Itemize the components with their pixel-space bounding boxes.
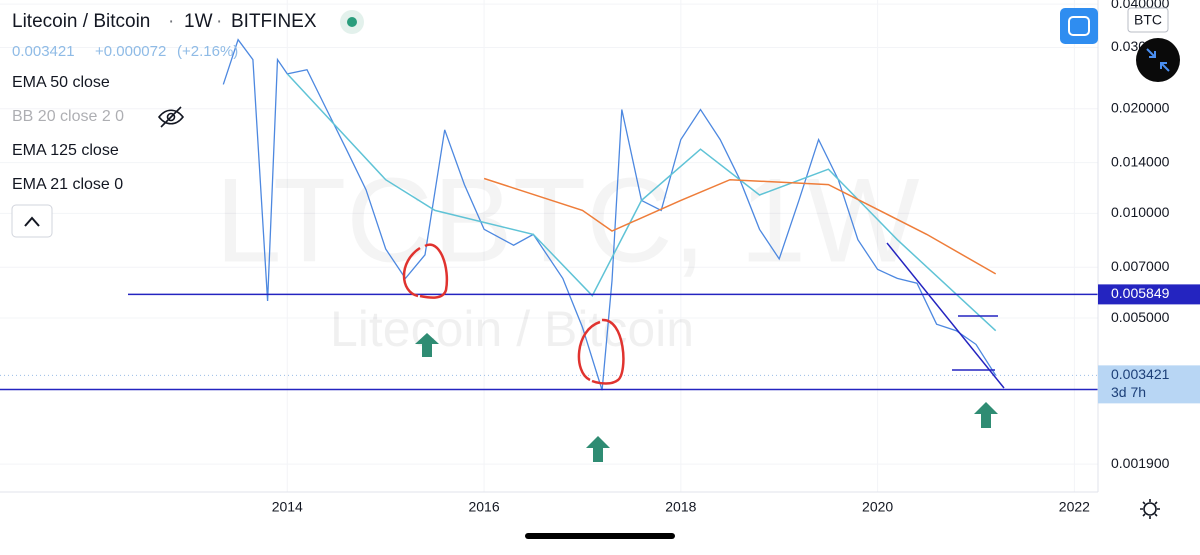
legend-entry: EMA 125 close <box>12 142 119 159</box>
x-tick-label: 2014 <box>272 499 303 515</box>
interval: 1W <box>184 11 213 32</box>
annotation-arrow <box>586 436 610 462</box>
series-line <box>286 73 997 332</box>
currency-badge[interactable] <box>1127 7 1169 33</box>
annotation-circle <box>402 243 449 299</box>
last-price-box <box>1098 365 1200 404</box>
countdown: 3d 7h <box>1111 384 1146 400</box>
annotation-arrow <box>415 333 439 357</box>
market-status-dot <box>347 17 357 27</box>
last-price-label: 0.003421 <box>1111 366 1170 382</box>
trend-line <box>886 242 1005 389</box>
price-axis-pane <box>1098 0 1200 525</box>
watermark-description: Litecoin / Bitcoin <box>330 301 694 357</box>
annotation-circle <box>577 318 625 385</box>
settings-icon[interactable] <box>1140 499 1160 519</box>
legend-entry: EMA 21 close 0 <box>12 176 123 193</box>
y-tick-label: 0.020000 <box>1111 99 1170 115</box>
home-indicator <box>525 533 675 539</box>
x-tick-label: 2018 <box>665 499 696 515</box>
series-line <box>483 177 997 275</box>
hide-icon[interactable] <box>157 106 185 128</box>
x-tick-label: 2022 <box>1059 499 1090 515</box>
x-tick-label: 2020 <box>862 499 893 515</box>
y-tick-label: 0.007000 <box>1111 258 1170 274</box>
symbol-title: Litecoin / Bitcoin <box>12 11 150 32</box>
level-label: 0.005849 <box>1111 285 1170 301</box>
fullscreen-button[interactable] <box>1060 8 1098 44</box>
level-label-box <box>1098 284 1200 305</box>
collapse-scale-button[interactable] <box>1136 38 1180 82</box>
x-tick-label: 2016 <box>468 499 499 515</box>
legend: EMA 50 close BB 20 close 2 0 EMA 125 close… <box>12 74 124 193</box>
y-tick-label: 0.014000 <box>1111 153 1170 169</box>
separator: · <box>168 11 174 32</box>
axes: 0.0400000.0300000.0200000.0140000.010000… <box>272 0 1200 515</box>
change: +0.000072 <box>95 43 166 60</box>
collapse-button[interactable] <box>11 204 53 238</box>
last-price: 0.003421 <box>12 43 75 60</box>
exchange: BITFINEX <box>231 11 317 32</box>
legend-entry: BB 20 close 2 0 <box>12 108 124 125</box>
series-line <box>222 38 997 391</box>
y-tick-label: 0.010000 <box>1111 204 1170 220</box>
y-tick-label: 0.040000 <box>1111 0 1170 11</box>
legend-entry: EMA 50 close <box>12 74 110 91</box>
y-tick-label: 0.001900 <box>1111 455 1170 471</box>
plot-area <box>0 38 1098 391</box>
y-tick-label: 0.005000 <box>1111 309 1170 325</box>
change-percent: (+2.16%) <box>177 43 238 60</box>
grid <box>0 0 1098 492</box>
watermark-symbol: LTCBTC, 1W <box>215 154 919 288</box>
currency: BTC <box>1134 12 1162 28</box>
annotation-arrow <box>974 402 998 428</box>
separator: · <box>216 11 222 32</box>
